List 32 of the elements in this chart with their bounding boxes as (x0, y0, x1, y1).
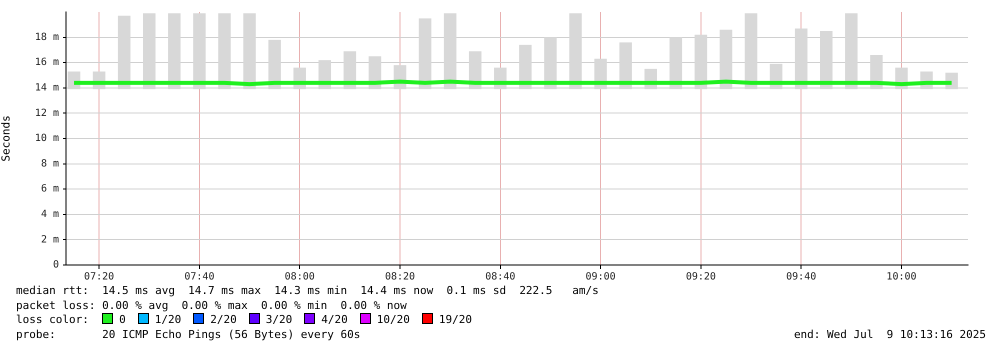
legend-label: 2/20 (210, 313, 237, 326)
y-tick-label: 6 m (40, 184, 59, 195)
legend-title: loss color: (16, 313, 90, 326)
y-tick-label: 16 m (34, 57, 59, 68)
x-tick-label: 08:40 (485, 272, 516, 283)
text: packet loss: 0.00 % avg 0.00 % max 0.00 % min 0.00 % now (16, 298, 408, 313)
y-axis-title: Seconds (0, 115, 12, 162)
y-tick-label: 14 m (34, 82, 59, 94)
legend-label: 1/20 (154, 313, 182, 326)
legend-label: 4/20 (321, 313, 348, 326)
y-tick-label: 8 m (40, 158, 59, 170)
legend-label: 10/20 (376, 313, 410, 326)
text: probe: 20 ICMP Echo Pings (56 Bytes) every 60s (16, 328, 360, 340)
y-tick-label: 0 (52, 260, 59, 271)
legend-label: 0 (119, 313, 126, 326)
x-tick-label: 07:20 (84, 272, 114, 283)
text: end: Wed Jul 9 10:13:16 2025 (794, 328, 986, 342)
y-tick-label: 10 m (34, 133, 59, 144)
legend-label: 3/20 (266, 313, 292, 326)
x-tick-label: 07:40 (184, 272, 214, 283)
y-tick-label: 2 m (40, 234, 59, 246)
y-tick-label: 12 m (34, 108, 59, 119)
x-tick-label: 09:00 (586, 272, 616, 283)
x-tick-label: 09:20 (686, 272, 716, 283)
y-tick-label: 18 m (34, 32, 59, 43)
y-tick-label: 4 m (40, 208, 59, 220)
x-tick-label: 08:20 (384, 272, 416, 283)
text: median rtt: 14.5 ms avg 14.7 ms max 14.3 ms min 14.4 ms now 0.1 ms sd 222.5 am/s (16, 284, 600, 298)
legend-label: 19/20 (438, 313, 472, 326)
x-tick-label: 10:00 (886, 272, 917, 283)
x-tick-label: 08:00 (284, 272, 315, 283)
x-tick-label: 09:40 (786, 272, 816, 283)
